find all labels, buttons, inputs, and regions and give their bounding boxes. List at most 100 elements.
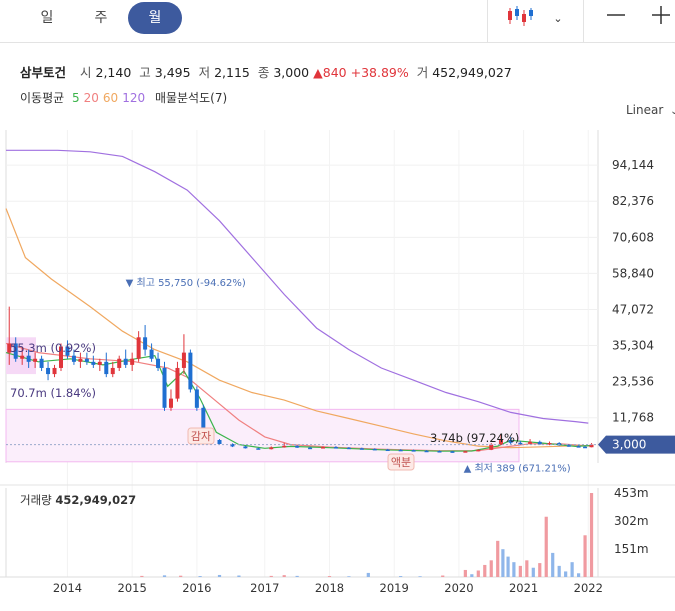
tab-week[interactable]: 주 [94, 10, 108, 26]
candle-body [123, 358, 128, 365]
low-annotation: ▲ 최저 389 (671.21%) [464, 463, 571, 475]
candle-body [411, 450, 416, 452]
volume-tick-label: 453m [614, 486, 649, 500]
volume-profile-label: 55.3m (0.92%) [10, 341, 96, 355]
close-value: 3,000 [273, 65, 310, 80]
candle-body [162, 367, 167, 408]
candle-body [104, 361, 109, 375]
candle-body [136, 337, 141, 359]
event-badge [187, 427, 215, 445]
candle-body [143, 337, 148, 350]
low-value: 2,115 [214, 65, 250, 80]
ma-legend-label: 이동평균 [20, 91, 65, 105]
moving-average-ma20 [5, 342, 592, 452]
x-tick-label: 2021 [509, 581, 538, 595]
candle-body [489, 444, 494, 450]
candle-body [518, 442, 523, 445]
x-tick-label: 2022 [574, 581, 603, 595]
minus-icon[interactable] [596, 0, 636, 42]
candle-body [528, 441, 533, 444]
candle-body [508, 440, 513, 443]
x-tick-label: 2015 [118, 581, 147, 595]
ma-period-5: 5 [72, 91, 80, 105]
current-price-tag [598, 435, 675, 454]
candlestick-icon[interactable] [500, 0, 540, 42]
volume-value: 452,949,027 [432, 65, 512, 80]
scale-selector[interactable]: Linear ⌄ [626, 103, 675, 117]
high-label: 고 [139, 65, 151, 80]
toolbar-separator [583, 0, 584, 42]
x-tick-label: 2017 [250, 581, 279, 595]
candle-body [58, 346, 63, 368]
candle-body [217, 440, 222, 444]
tab-day[interactable]: 일 [40, 10, 54, 26]
candle-body [566, 445, 571, 447]
candle-body [194, 389, 199, 408]
candle-body [13, 343, 18, 359]
y-tick-label: 47,072 [612, 302, 654, 316]
candle-body [424, 450, 429, 453]
quote-summary: 삼부토건 시 2,140 고 3,495 저 2,115 종 3,000 ▲84… [20, 62, 512, 81]
volume-bar [217, 574, 222, 577]
candle-body [20, 355, 25, 359]
chevron-down-icon[interactable]: ⌄ [553, 12, 563, 25]
volume-bar [538, 563, 542, 577]
candle-body [589, 444, 594, 448]
plus-icon[interactable] [640, 0, 675, 42]
event-label: 감자 [191, 430, 211, 443]
moving-average-legend[interactable]: 이동평균 5 20 60 120 매물분석도(7) [20, 89, 227, 106]
volume-bar [512, 562, 516, 577]
candle-body [476, 449, 481, 452]
volume-bar [295, 575, 299, 577]
ma-period-120: 120 [122, 91, 146, 105]
volume-bar [525, 560, 529, 577]
moving-average-ma120 [6, 149, 589, 424]
volume-tick-label: 302m [614, 514, 649, 528]
candle-body [308, 447, 313, 450]
candle-body [398, 449, 403, 452]
volume-bar [237, 575, 241, 577]
volume-bar [476, 570, 480, 577]
volume-bar [564, 571, 568, 577]
candle-body [46, 367, 51, 375]
candle-body [256, 448, 261, 450]
candle-body [156, 358, 161, 368]
candle-body [39, 358, 44, 368]
volume-bar [544, 516, 548, 577]
toolbar-separator [487, 0, 488, 42]
candle-body [26, 355, 31, 362]
candle-body [168, 398, 173, 408]
candle-body [321, 447, 326, 449]
high-value: 3,495 [154, 65, 191, 80]
candle-body [282, 445, 287, 448]
y-tick-label: 58,840 [612, 266, 654, 280]
candle-body [359, 448, 364, 450]
volume-bar [418, 576, 422, 577]
volume-bar [470, 574, 474, 577]
candle-body [110, 367, 115, 375]
y-tick-label: 11,768 [612, 411, 654, 425]
event-badge [387, 453, 415, 471]
candle-body [437, 451, 442, 453]
ma-period-60: 60 [102, 91, 119, 105]
x-tick-label: 2014 [53, 581, 82, 595]
candle-body [91, 361, 96, 365]
volume-bar [399, 576, 403, 577]
candle-body [333, 447, 338, 449]
ma-period-20: 20 [83, 91, 99, 105]
candle-body [65, 346, 70, 356]
candle-body [33, 358, 38, 362]
x-tick-label: 2019 [380, 581, 409, 595]
chevron-down-icon: ⌄ [670, 106, 675, 117]
candle-body [188, 352, 193, 390]
volume-bar [557, 565, 561, 577]
candle-body [269, 447, 274, 450]
x-tick-label: 2020 [444, 581, 473, 595]
y-tick-label: 82,376 [612, 194, 654, 208]
tab-month[interactable]: 월 [128, 2, 182, 34]
volume-bar [282, 575, 286, 577]
y-tick-label: 35,304 [612, 339, 654, 353]
volume-bar [583, 535, 587, 577]
volume-label: 거 [416, 65, 429, 80]
